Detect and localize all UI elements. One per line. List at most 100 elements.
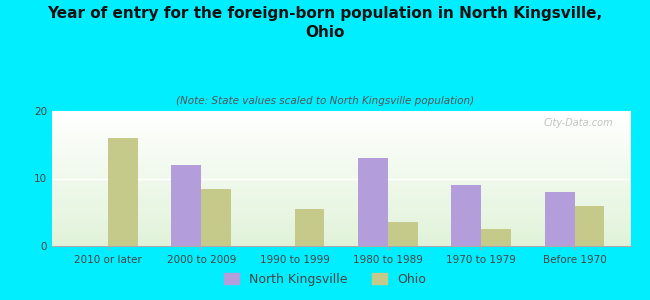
Bar [52, 168, 630, 169]
Bar [52, 208, 630, 209]
Bar [52, 158, 630, 160]
Bar [52, 112, 630, 114]
Bar [52, 127, 630, 128]
Bar [52, 123, 630, 124]
Bar [52, 236, 630, 238]
Bar [52, 177, 630, 178]
Bar [52, 135, 630, 137]
Bar [52, 222, 630, 223]
Bar [52, 195, 630, 196]
Bar [52, 165, 630, 166]
Bar [52, 197, 630, 199]
Bar [52, 231, 630, 232]
Bar [52, 143, 630, 145]
Bar [52, 212, 630, 214]
Bar [52, 137, 630, 138]
Text: City-Data.com: City-Data.com [543, 118, 613, 128]
Bar [52, 229, 630, 230]
Bar [52, 218, 630, 219]
Bar [52, 207, 630, 208]
Bar [52, 219, 630, 220]
Bar [52, 234, 630, 235]
Bar [52, 216, 630, 218]
Bar [52, 178, 630, 180]
Bar [52, 204, 630, 206]
Bar [52, 118, 630, 119]
Bar [52, 191, 630, 192]
Bar [52, 176, 630, 177]
Bar [52, 149, 630, 150]
Bar [52, 245, 630, 246]
Bar [52, 181, 630, 182]
Bar [52, 126, 630, 127]
Bar [52, 111, 630, 112]
Bar [52, 235, 630, 236]
Bar [52, 148, 630, 149]
Bar [52, 209, 630, 211]
Bar [52, 214, 630, 215]
Bar [52, 226, 630, 227]
Bar [52, 160, 630, 161]
Bar [52, 203, 630, 204]
Bar [52, 223, 630, 224]
Bar [52, 211, 630, 212]
Bar [172, 165, 202, 246]
Bar [52, 116, 630, 118]
Bar [52, 194, 630, 195]
Bar [52, 146, 630, 147]
Bar [52, 184, 630, 185]
Bar [52, 155, 630, 157]
Legend: North Kingsville, Ohio: North Kingsville, Ohio [219, 268, 431, 291]
Bar [52, 224, 630, 226]
Bar [52, 215, 630, 216]
Bar [52, 189, 630, 191]
Bar [52, 185, 630, 187]
Bar [52, 192, 630, 193]
Bar [52, 241, 630, 242]
Bar [545, 192, 575, 246]
Bar [52, 200, 630, 202]
Bar [52, 206, 630, 207]
Bar [52, 243, 630, 245]
Bar [52, 150, 630, 152]
Bar [108, 138, 138, 246]
Bar [52, 131, 630, 133]
Bar [481, 229, 511, 246]
Bar [52, 232, 630, 234]
Bar [52, 182, 630, 184]
Bar [52, 173, 630, 174]
Bar [52, 128, 630, 130]
Bar [52, 169, 630, 170]
Bar [52, 187, 630, 188]
Bar [52, 172, 630, 173]
Bar [358, 158, 388, 246]
Bar [52, 154, 630, 155]
Bar [52, 227, 630, 229]
Bar [52, 141, 630, 142]
Bar [52, 114, 630, 115]
Bar [52, 238, 630, 239]
Bar [52, 152, 630, 153]
Bar [294, 209, 324, 246]
Bar [52, 120, 630, 122]
Bar [52, 145, 630, 146]
Bar [52, 174, 630, 176]
Bar [388, 222, 418, 246]
Bar [52, 239, 630, 241]
Bar [202, 189, 231, 246]
Bar [52, 162, 630, 164]
Bar [52, 157, 630, 158]
Bar [52, 142, 630, 143]
Bar [52, 242, 630, 243]
Bar [52, 115, 630, 116]
Bar [451, 185, 481, 246]
Bar [52, 199, 630, 200]
Text: Year of entry for the foreign-born population in North Kingsville,
Ohio: Year of entry for the foreign-born popul… [47, 6, 603, 40]
Bar [52, 180, 630, 181]
Bar [52, 134, 630, 135]
Bar [52, 139, 630, 141]
Bar [575, 206, 604, 246]
Text: (Note: State values scaled to North Kingsville population): (Note: State values scaled to North King… [176, 96, 474, 106]
Bar [52, 220, 630, 222]
Bar [52, 161, 630, 162]
